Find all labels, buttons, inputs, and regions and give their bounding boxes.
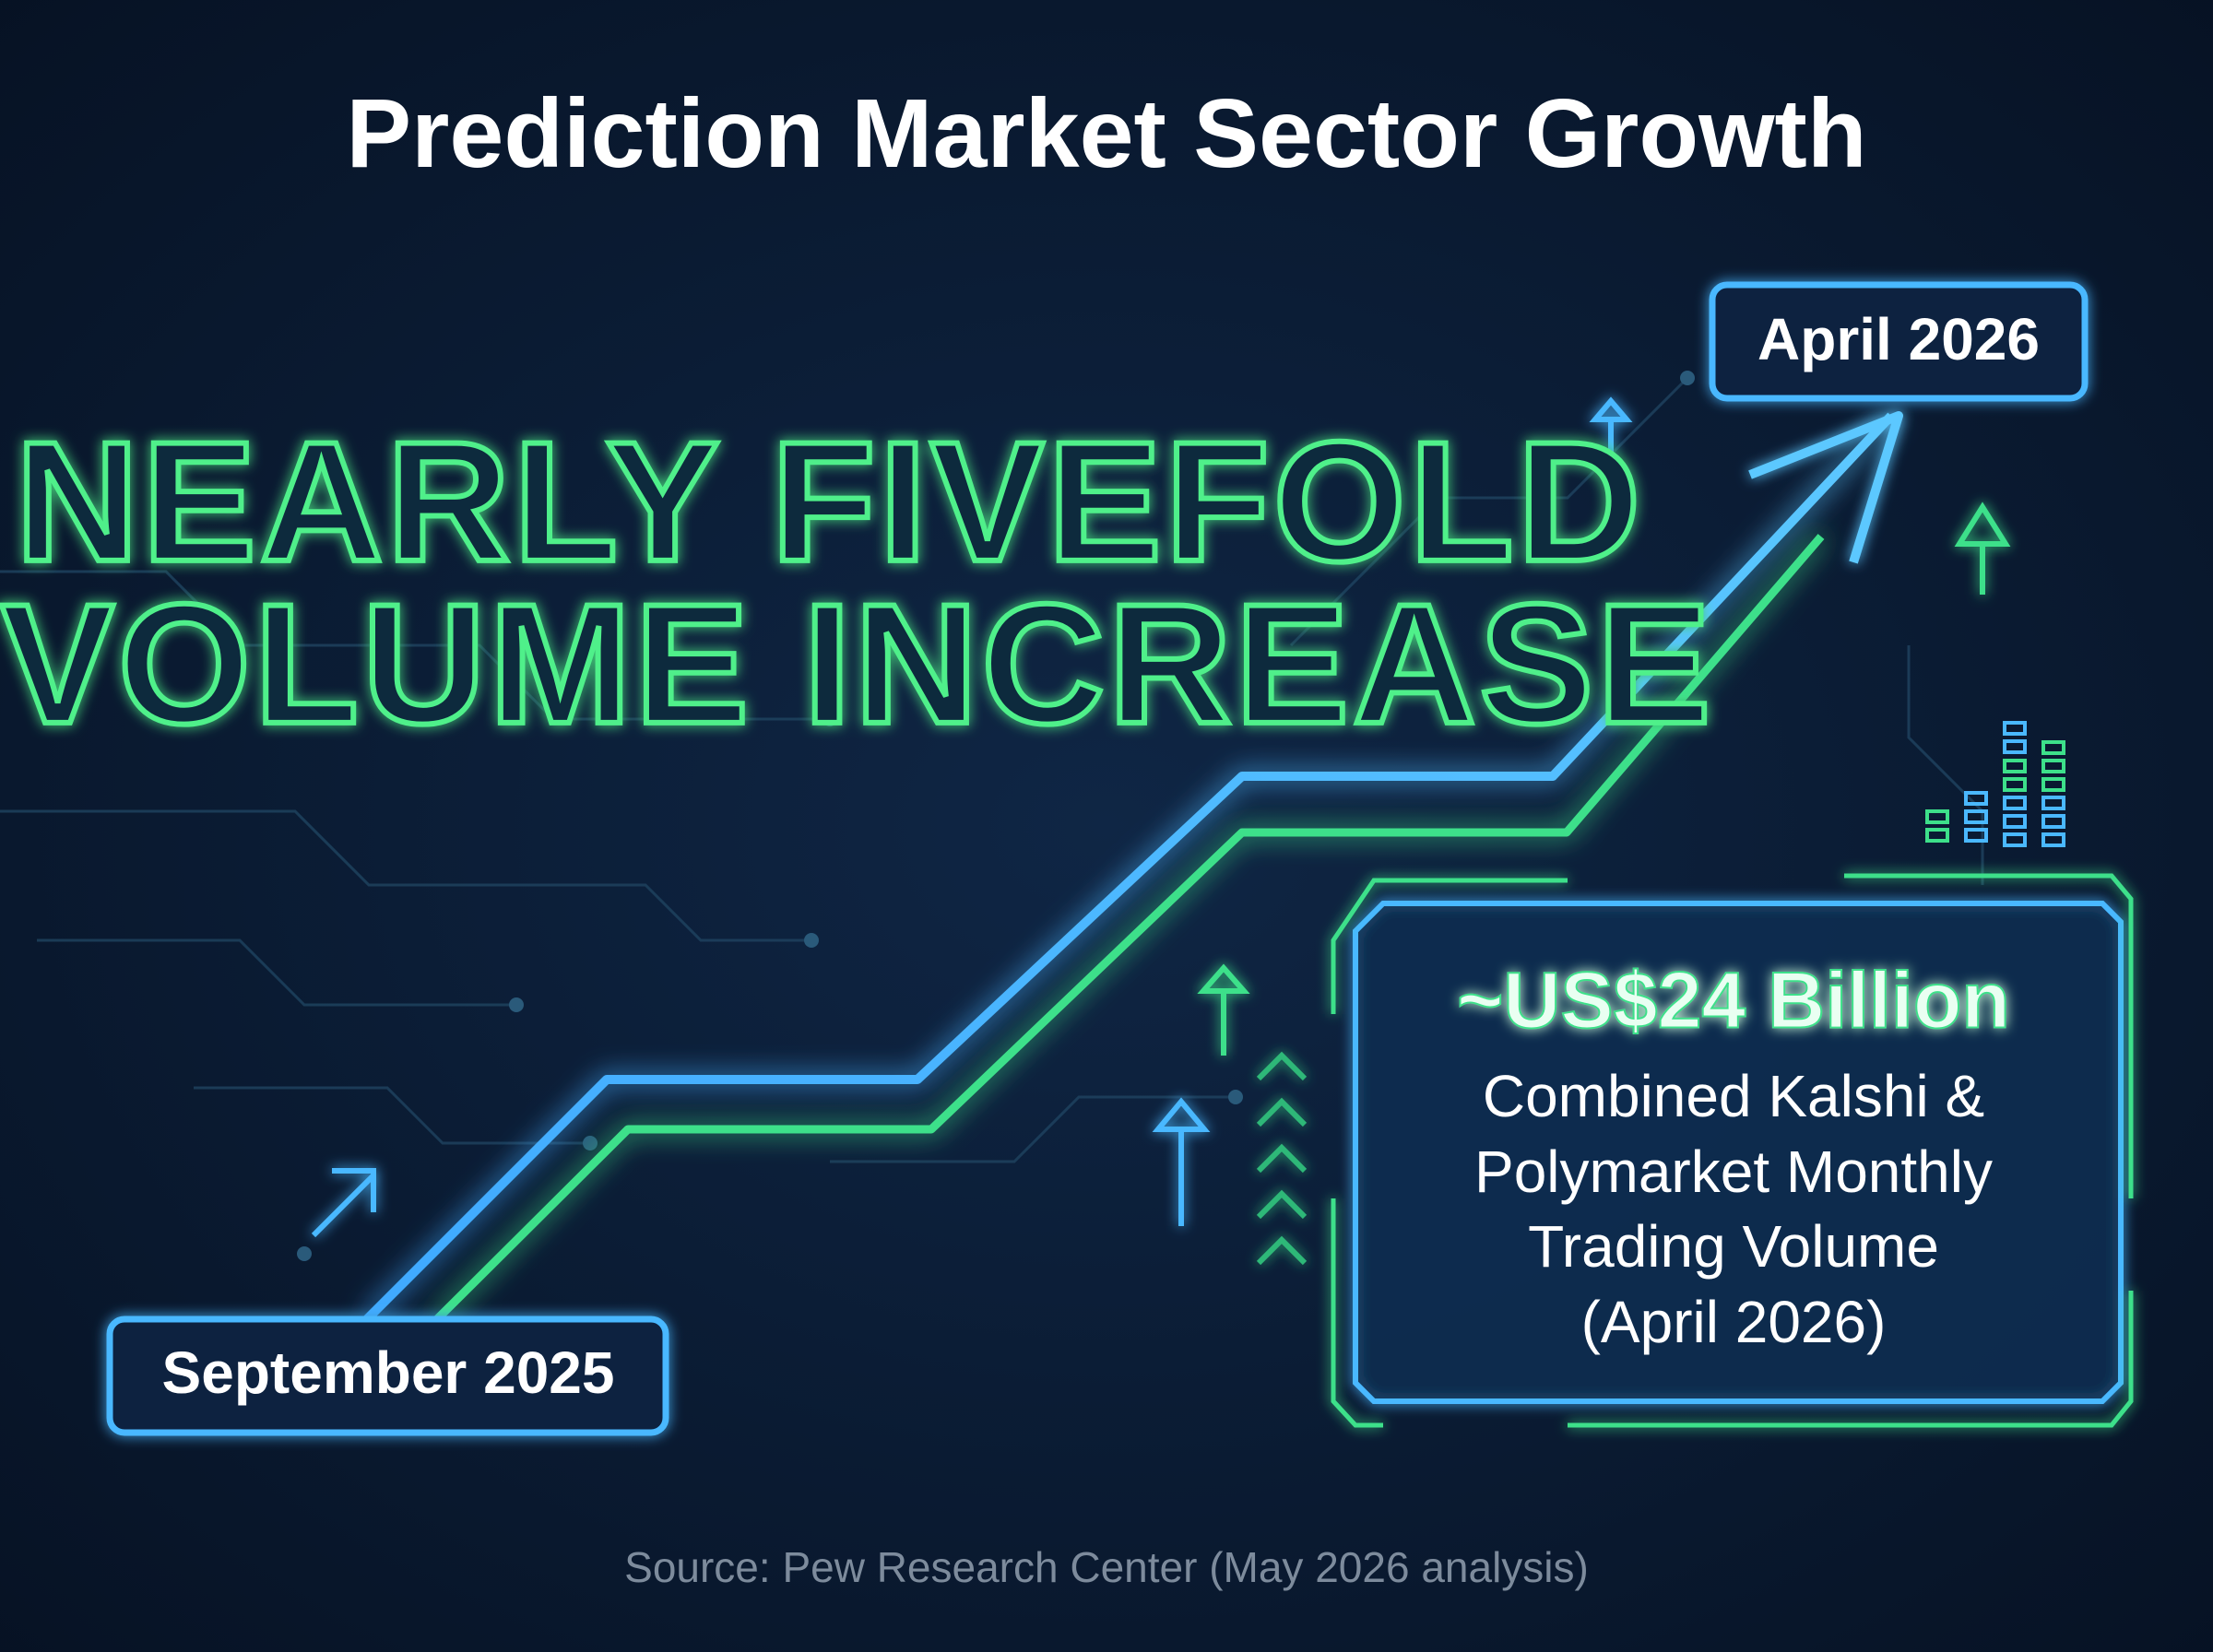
up-arrow: [1954, 502, 2011, 595]
trace: [830, 1095, 1236, 1163]
end-label-box: [1709, 281, 2089, 402]
headline-line: NEARLY FIVEFOLD: [16, 407, 1644, 597]
node: [297, 1246, 312, 1261]
start-label: September 2025: [162, 1339, 615, 1406]
block: [2003, 721, 2027, 736]
node: [804, 933, 819, 948]
trace: [194, 1086, 590, 1145]
title: Prediction Market Sector Growth: [346, 79, 1866, 188]
chevrons: [1256, 1051, 1308, 1266]
trace: [0, 809, 811, 942]
decor-arrows: [311, 396, 2011, 1266]
callout-description: Combined Kalshi &: [1483, 1063, 1984, 1129]
callout-description: Polymarket Monthly: [1474, 1139, 1993, 1205]
block: [2003, 739, 2027, 754]
block: [1964, 791, 1988, 806]
block: [2003, 777, 2027, 792]
callout-description: (April 2026): [1581, 1289, 1887, 1355]
diag-arrow: [311, 1168, 376, 1238]
block: [1964, 828, 1988, 843]
arrow-head: [1748, 411, 1903, 564]
decor-bars: [1925, 721, 2065, 847]
block: [1925, 809, 1949, 824]
callout-box: [1353, 901, 2124, 1404]
trace: [37, 938, 516, 1007]
callout-frame: [1331, 873, 2134, 1428]
end-label: April 2026: [1757, 306, 2040, 372]
block: [1925, 828, 1949, 843]
block: [2041, 814, 2065, 829]
circuit-nodes: [297, 371, 1695, 1261]
up-arrow: [1152, 1097, 1211, 1226]
block: [2041, 832, 2065, 847]
headline-line: VOLUME INCREASE: [1, 570, 1715, 760]
up-arrow: [1589, 396, 1633, 452]
block: [2003, 796, 2027, 810]
growth-line-blue: [363, 412, 1895, 1323]
trace: [0, 570, 830, 721]
block: [2041, 759, 2065, 773]
callout-value: ~US$24 Billion: [1457, 957, 2010, 1045]
block: [2003, 759, 2027, 773]
node: [822, 712, 837, 726]
callout-description: Trading Volume: [1528, 1213, 1939, 1280]
block: [2041, 777, 2065, 792]
start-label-box: [106, 1316, 669, 1436]
trace: [1289, 376, 1689, 647]
source: Source: Pew Research Center (May 2026 an…: [624, 1543, 1589, 1591]
node: [509, 997, 524, 1012]
block: [2003, 832, 2027, 847]
block: [2041, 740, 2065, 755]
block: [2003, 814, 2027, 829]
node: [583, 1136, 598, 1150]
node: [1228, 1090, 1243, 1104]
circuit-traces: [0, 376, 1984, 1163]
growth-line-green: [433, 534, 1825, 1323]
trace: [1907, 645, 1984, 885]
headline: NEARLY FIVEFOLD VOLUME INCREASE: [0, 405, 1715, 762]
node: [1680, 371, 1695, 385]
up-arrow: [1197, 963, 1250, 1056]
block: [2041, 796, 2065, 810]
block: [1964, 809, 1988, 824]
